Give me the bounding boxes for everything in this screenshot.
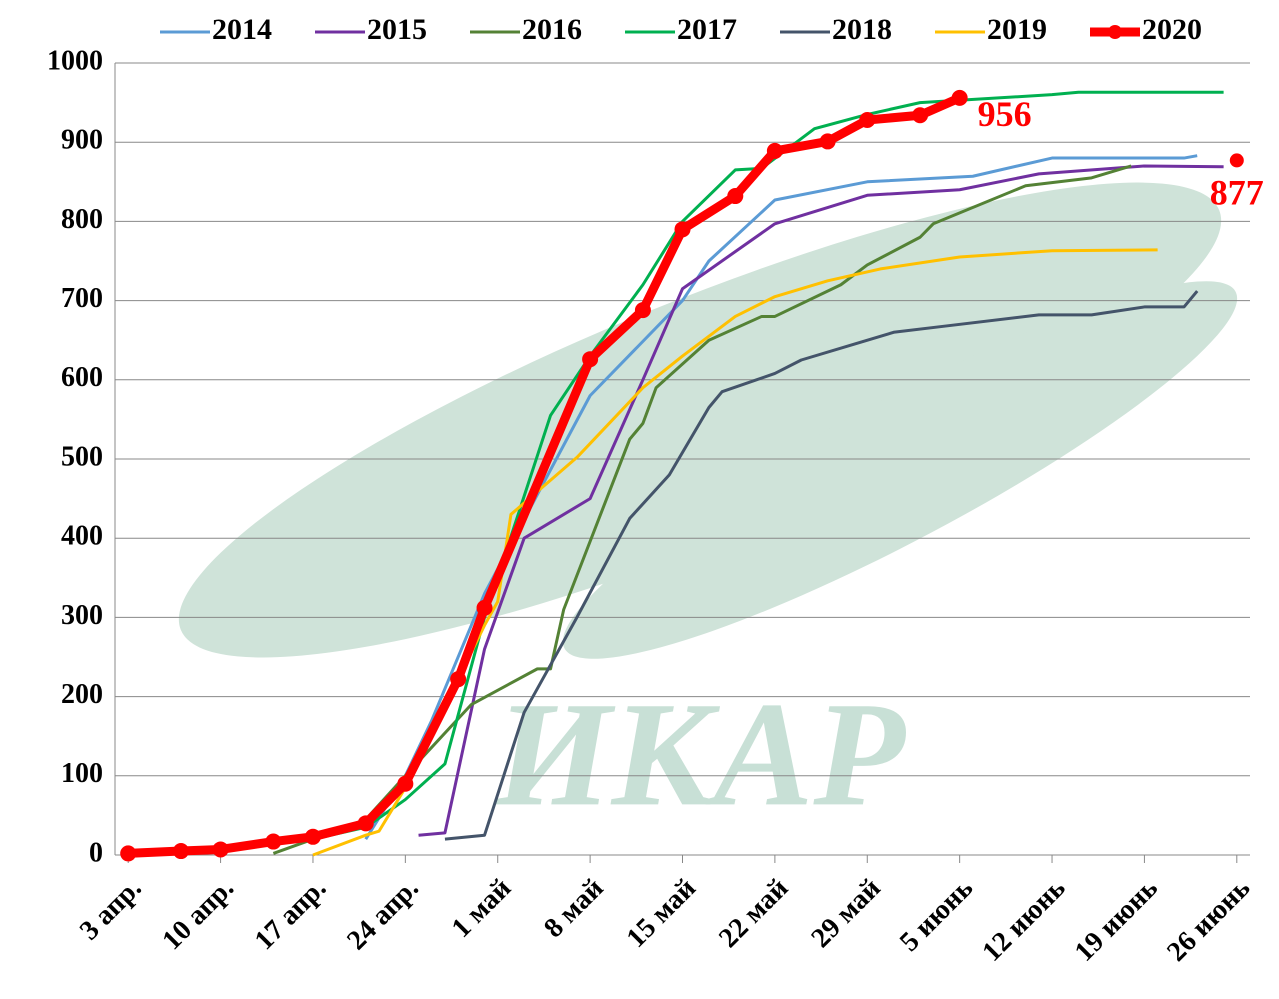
series-line [364, 154, 1198, 840]
annotation: 956 [978, 94, 1032, 134]
y-tick-label: 400 [61, 521, 103, 552]
annotation: 877 [1210, 173, 1264, 213]
x-tick-label: 10 апр. [156, 873, 240, 957]
series-line [312, 90, 1224, 841]
point [766, 142, 783, 159]
point [397, 775, 414, 792]
series-line [418, 164, 1224, 837]
x-tick-label: 19 июнь [1069, 872, 1164, 967]
legend-label: 2014 [212, 13, 272, 46]
point [859, 112, 876, 129]
x-tick-label: 12 июнь [976, 872, 1071, 967]
point [476, 599, 493, 616]
point [212, 841, 229, 858]
y-tick-label: 100 [61, 758, 103, 789]
point [674, 221, 691, 238]
point [450, 671, 467, 688]
logo-leaf [562, 281, 1238, 659]
legend-label: 2017 [677, 13, 737, 46]
point [634, 302, 651, 319]
series-line [272, 164, 1132, 855]
x-tick-label: 29 май [805, 873, 886, 954]
point [172, 843, 189, 860]
series-line [444, 290, 1199, 841]
legend-label: 2018 [832, 13, 892, 46]
point [582, 351, 599, 368]
x-tick-label: 1 май [446, 873, 517, 944]
x-tick-label: 15 май [621, 873, 702, 954]
y-tick-label: 600 [61, 362, 103, 393]
legend-label: 2019 [987, 13, 1047, 46]
x-tick-label: 8 май [538, 873, 609, 944]
legend-marker [1108, 25, 1122, 39]
y-tick-label: 0 [89, 837, 103, 868]
legend-label: 2020 [1142, 13, 1202, 46]
legend-label: 2015 [367, 13, 427, 46]
point [120, 845, 137, 862]
x-tick-label: 3 апр. [74, 873, 148, 947]
y-tick-label: 1000 [47, 45, 103, 76]
point [819, 133, 836, 150]
series-line [312, 248, 1158, 857]
y-tick-label: 200 [61, 679, 103, 710]
point [265, 833, 282, 850]
annotation-marker [1229, 153, 1244, 168]
x-tick-label: 24 апр. [341, 873, 425, 957]
y-tick-label: 700 [61, 283, 103, 314]
point [304, 828, 321, 845]
y-tick-label: 800 [61, 204, 103, 235]
x-tick-label: 17 апр. [249, 873, 333, 957]
x-tick-label: 22 май [713, 873, 794, 954]
x-tick-label: 5 июнь [894, 872, 979, 957]
point [912, 107, 929, 124]
point [357, 815, 374, 832]
watermark: ИКАР [494, 671, 906, 837]
y-tick-label: 500 [61, 441, 103, 472]
y-tick-label: 300 [61, 600, 103, 631]
y-tick-label: 900 [61, 125, 103, 156]
point [727, 188, 744, 205]
point [951, 89, 968, 106]
x-tick-label: 26 июнь [1161, 872, 1256, 967]
legend-label: 2016 [522, 13, 582, 46]
